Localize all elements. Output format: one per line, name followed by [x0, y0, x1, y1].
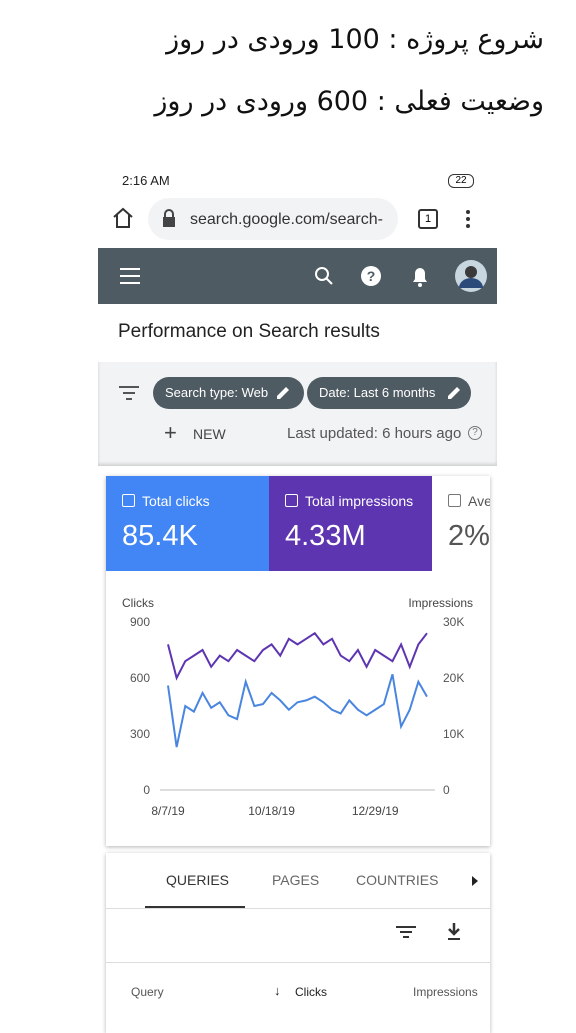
x-tick-label: 10/18/19: [248, 804, 295, 818]
svg-text:?: ?: [367, 268, 376, 284]
tab-count[interactable]: 1: [418, 209, 438, 229]
url-bar[interactable]: [148, 198, 398, 240]
series-line: [167, 631, 428, 681]
sort-arrow: ↓: [274, 983, 281, 998]
y2-tick-label: 10K: [443, 727, 464, 741]
caption-line: شروع پروژه : 100 ورودی در روز: [166, 24, 544, 55]
edit-icon: [277, 387, 289, 399]
x-tick-label: 12/29/19: [352, 804, 399, 818]
table-filter[interactable]: [396, 924, 416, 940]
home-icon[interactable]: [110, 205, 136, 231]
new-button[interactable]: NEW: [193, 426, 226, 442]
filter-icon[interactable]: [118, 384, 140, 402]
tab[interactable]: QUERIES: [166, 872, 230, 888]
metric-card[interactable]: Ave 2%: [432, 476, 490, 571]
y-axis-label: Clicks: [122, 596, 154, 610]
y-tick-label: 900: [130, 615, 150, 629]
column-header[interactable]: Clicks: [295, 985, 327, 999]
divider: [106, 962, 490, 963]
x-tick-label: 8/7/19: [151, 804, 185, 818]
help-icon: ?: [468, 426, 482, 440]
y-tick-label: 300: [130, 727, 150, 741]
download[interactable]: [446, 922, 462, 942]
series-line: [167, 673, 428, 748]
lock-icon: [163, 209, 175, 227]
column-header: Query: [131, 985, 164, 999]
metric-value: 2%: [448, 520, 490, 552]
metric-label: Total impressions: [305, 493, 414, 509]
tab-indicator: [145, 906, 245, 908]
app-bar-icons: ?: [120, 260, 487, 292]
y-tick-label: 600: [130, 671, 150, 685]
metric-card[interactable]: Total impressions 4.33M: [269, 476, 432, 571]
y2-axis-label: Impressions: [408, 596, 473, 610]
divider: [106, 908, 490, 909]
app-bar: [98, 248, 497, 304]
y2-tick-label: 0: [443, 783, 450, 797]
column-header[interactable]: Impressions: [413, 985, 478, 999]
url: search.google.com/search-: [190, 211, 383, 228]
page-title: Performance on Search results: [118, 321, 380, 342]
edit-icon: [448, 387, 460, 399]
metric-value: 4.33M: [285, 520, 366, 552]
y-tick-label: 0: [143, 783, 150, 797]
table-card: [106, 853, 490, 1033]
tab[interactable]: PAGES: [272, 872, 320, 888]
battery: 22: [448, 174, 474, 188]
menu-dots[interactable]: [462, 208, 474, 230]
metric-label: Ave: [468, 493, 490, 509]
metric-label: Total clicks: [142, 493, 210, 509]
y2-tick-label: 30K: [443, 615, 464, 629]
chart: Clicks Impressions 0 300 600 900 0 10K 20K 30K 8…: [122, 596, 473, 818]
plus-icon: +: [164, 420, 177, 445]
tab[interactable]: COUNTRIES: [356, 872, 439, 888]
metric-value: 85.4K: [122, 520, 198, 552]
last-updated: Last updated: 6 hours ago: [287, 425, 462, 442]
y2-tick-label: 20K: [443, 671, 464, 685]
filter-chip[interactable]: Search type: Web: [153, 377, 305, 409]
tab-scroll[interactable]: [470, 875, 480, 887]
caption-line: وضعیت فعلی : 600 ورودی در روز: [154, 86, 544, 117]
filter-chip[interactable]: Date: Last 6 months: [307, 377, 472, 409]
metric-card[interactable]: Total clicks 85.4K: [106, 476, 269, 571]
status-time: 2:16 AM: [122, 173, 170, 188]
